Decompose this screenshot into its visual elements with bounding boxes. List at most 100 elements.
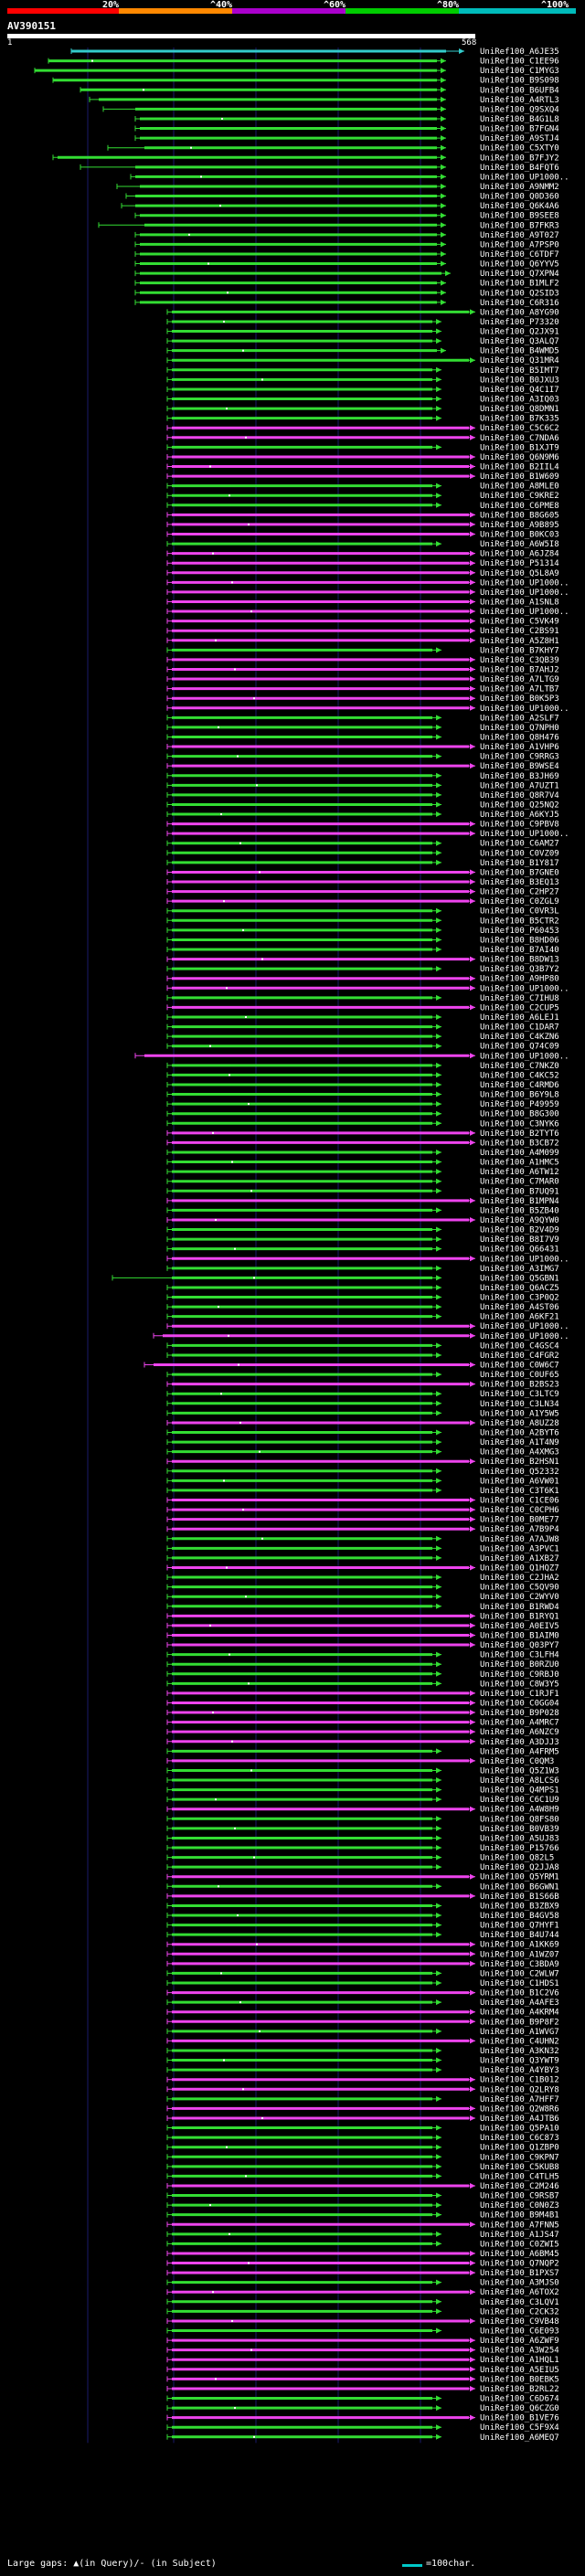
hit-label[interactable]: UniRef100_B3ZBX9 [480, 1902, 559, 1911]
hit-label[interactable]: UniRef100_A6KYJ5 [480, 811, 559, 820]
hit-row[interactable]: UniRef100_B1MPN4 [166, 1197, 559, 1206]
hit-row[interactable]: UniRef100_B7GNE0 [166, 868, 559, 877]
hit-label[interactable]: UniRef100_A7AJW8 [480, 1535, 559, 1544]
hit-row[interactable]: UniRef100_A6LEJ1 [166, 1013, 559, 1023]
hit-row[interactable]: UniRef100_B8G605 [166, 511, 559, 520]
hit-row[interactable]: UniRef100_A7UZT1 [166, 781, 559, 790]
hit-label[interactable]: UniRef100_UP1000.. [480, 830, 569, 839]
hit-row[interactable]: UniRef100_Q3ALQ7 [166, 337, 559, 346]
hit-label[interactable]: UniRef100_Q8R7V4 [480, 791, 559, 800]
hit-label[interactable]: UniRef100_Q4MPS1 [480, 1786, 559, 1796]
hit-label[interactable]: UniRef100_C6PME8 [480, 502, 559, 511]
hit-label[interactable]: UniRef100_C1MYG3 [480, 67, 559, 76]
hit-label[interactable]: UniRef100_A3KN32 [480, 2047, 559, 2056]
hit-label[interactable]: UniRef100_B7K335 [480, 415, 559, 424]
hit-row[interactable]: UniRef100_B9P8F2 [166, 2018, 559, 2027]
hit-label[interactable]: UniRef100_B8HD06 [480, 936, 559, 945]
hit-row[interactable]: UniRef100_B8HD06 [166, 936, 559, 945]
hit-label[interactable]: UniRef100_A7UZT1 [480, 781, 559, 790]
hit-row[interactable]: UniRef100_A3PVC1 [166, 1544, 559, 1553]
hit-row[interactable]: UniRef100_A4M099 [166, 1149, 559, 1158]
hit-row[interactable]: UniRef100_Q7HYF1 [166, 1922, 559, 1931]
hit-label[interactable]: UniRef100_C9RSB7 [480, 2192, 559, 2201]
hit-label[interactable]: UniRef100_C3NYK6 [480, 1119, 559, 1129]
hit-row[interactable]: UniRef100_A0EIV5 [166, 1622, 559, 1631]
hit-row[interactable]: UniRef100_A1WZ07 [166, 1950, 559, 1959]
hit-row[interactable]: UniRef100_A2BYT6 [166, 1429, 559, 1438]
hit-label[interactable]: UniRef100_A5UJ83 [480, 1834, 559, 1843]
hit-row[interactable]: UniRef100_C2JHA2 [166, 1574, 559, 1583]
hit-row[interactable]: UniRef100_B4FQT6 [80, 164, 559, 173]
hit-row[interactable]: UniRef100_B3ZBX9 [166, 1902, 559, 1911]
hit-label[interactable]: UniRef100_B1AIM0 [480, 1631, 559, 1640]
hit-row[interactable]: UniRef100_B7K335 [166, 415, 559, 424]
hit-row[interactable]: UniRef100_B0VB39 [166, 1825, 559, 1834]
hit-row[interactable]: UniRef100_B1S66B [166, 1892, 559, 1902]
hit-label[interactable]: UniRef100_B0EBK5 [480, 2375, 559, 2384]
hit-row[interactable]: UniRef100_C9RRG3 [166, 753, 559, 762]
hit-row[interactable]: UniRef100_B9SEE8 [134, 212, 559, 221]
hit-row[interactable]: UniRef100_UP1000.. [166, 1322, 569, 1331]
hit-row[interactable]: UniRef100_B3CB72 [166, 1139, 559, 1148]
hit-row[interactable]: UniRef100_C2M246 [166, 2182, 559, 2191]
hit-label[interactable]: UniRef100_A7HFF7 [480, 2095, 559, 2104]
hit-label[interactable]: UniRef100_B3JH69 [480, 772, 559, 781]
hit-row[interactable]: UniRef100_Q2JX91 [166, 328, 559, 337]
hit-row[interactable]: UniRef100_C8W3Y5 [166, 1680, 559, 1689]
hit-row[interactable]: UniRef100_Q5Z1W3 [166, 1766, 559, 1776]
hit-label[interactable]: UniRef100_A4ST06 [480, 1303, 559, 1312]
hit-label[interactable]: UniRef100_Q6CZG0 [480, 2404, 559, 2413]
hit-row[interactable]: UniRef100_A4ST06 [166, 1303, 559, 1312]
hit-row[interactable]: UniRef100_C0ZGL9 [166, 897, 559, 906]
hit-row[interactable]: UniRef100_Q66431 [166, 1246, 559, 1255]
hit-label[interactable]: UniRef100_C4UHN2 [480, 2037, 559, 2046]
hit-row[interactable]: UniRef100_Q8FS80 [166, 1815, 559, 1824]
hit-row[interactable]: UniRef100_C3NYK6 [166, 1119, 559, 1129]
hit-label[interactable]: UniRef100_Q2LRY8 [480, 2085, 559, 2094]
hit-label[interactable]: UniRef100_A0EIV5 [480, 1622, 559, 1631]
hit-label[interactable]: UniRef100_Q0D360 [480, 193, 559, 202]
hit-label[interactable]: UniRef100_C0ZGL9 [480, 897, 559, 906]
hit-label[interactable]: UniRef100_C6R316 [480, 299, 559, 308]
hit-row[interactable]: UniRef100_UP1000.. [153, 1332, 569, 1341]
hit-row[interactable]: UniRef100_Q5GBN1 [112, 1274, 559, 1283]
hit-label[interactable]: UniRef100_C8W3Y5 [480, 1680, 559, 1689]
hit-label[interactable]: UniRef100_B1PXS7 [480, 2269, 559, 2278]
hit-label[interactable]: UniRef100_B1W609 [480, 472, 559, 482]
hit-row[interactable]: UniRef100_B0K5P3 [166, 694, 559, 704]
hit-row[interactable]: UniRef100_C9KRE2 [166, 492, 559, 501]
hit-label[interactable]: UniRef100_C9PBV8 [480, 821, 559, 830]
hit-row[interactable]: UniRef100_C4FGR2 [166, 1352, 559, 1361]
hit-label[interactable]: UniRef100_A6TOX2 [480, 2288, 559, 2297]
hit-label[interactable]: UniRef100_A6BM45 [480, 2250, 559, 2259]
hit-row[interactable]: UniRef100_B0JXU3 [166, 376, 559, 385]
hit-label[interactable]: UniRef100_C0ZWI5 [480, 2240, 559, 2249]
hit-row[interactable]: UniRef100_A1JS47 [166, 2231, 559, 2240]
hit-row[interactable]: UniRef100_UP1000.. [166, 705, 569, 714]
hit-label[interactable]: UniRef100_C5KUB8 [480, 2163, 559, 2172]
hit-row[interactable]: UniRef100_B5CTR2 [166, 917, 559, 926]
hit-row[interactable]: UniRef100_Q82L5 [166, 1854, 554, 1863]
hit-label[interactable]: UniRef100_UP1000.. [480, 1255, 569, 1264]
hit-row[interactable]: UniRef100_A4FRM5 [166, 1747, 559, 1756]
hit-label[interactable]: UniRef100_B4WMD5 [480, 347, 559, 356]
hit-label[interactable]: UniRef100_B1RYQ1 [480, 1612, 559, 1621]
hit-row[interactable]: UniRef100_C0CPH6 [166, 1506, 559, 1515]
hit-label[interactable]: UniRef100_Q7HYF1 [480, 1922, 559, 1931]
hit-label[interactable]: UniRef100_A1Y5W5 [480, 1409, 559, 1418]
hit-label[interactable]: UniRef100_C1EE96 [480, 58, 559, 67]
hit-label[interactable]: UniRef100_A3DJJ3 [480, 1738, 559, 1747]
hit-row[interactable]: UniRef100_B4GV58 [166, 1912, 559, 1921]
hit-row[interactable]: UniRef100_C9RSB7 [166, 2192, 559, 2201]
hit-row[interactable]: UniRef100_C9PBV8 [166, 821, 559, 830]
hit-row[interactable]: UniRef100_Q3YWT9 [166, 2057, 559, 2066]
hit-row[interactable]: UniRef100_UP1000.. [166, 830, 569, 839]
hit-row[interactable]: UniRef100_B9P028 [166, 1709, 559, 1718]
hit-label[interactable]: UniRef100_C2WYV0 [480, 1593, 559, 1602]
hit-label[interactable]: UniRef100_C4TLH5 [480, 2172, 559, 2181]
hit-label[interactable]: UniRef100_A4MRC7 [480, 1719, 559, 1728]
hit-label[interactable]: UniRef100_A6NZC9 [480, 1728, 559, 1737]
hit-label[interactable]: UniRef100_A1WZ07 [480, 1950, 559, 1959]
hit-row[interactable]: UniRef100_A8UZ28 [166, 1419, 559, 1428]
hit-row[interactable]: UniRef100_C2CUP5 [166, 1003, 559, 1012]
